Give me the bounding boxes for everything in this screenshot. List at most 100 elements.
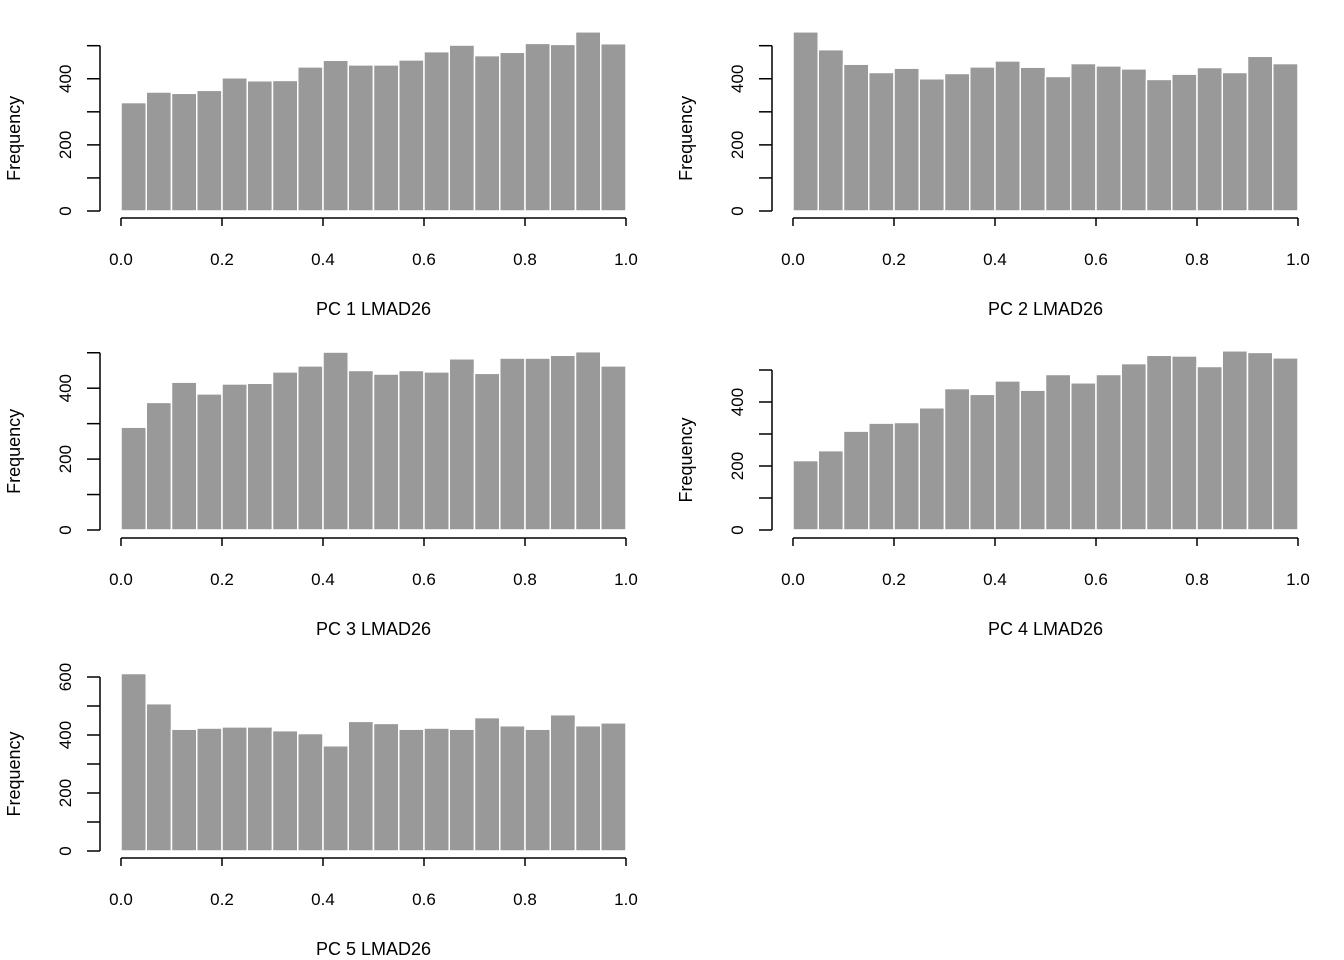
histogram-bar bbox=[842, 63, 870, 212]
histogram-bar bbox=[994, 60, 1021, 212]
x-tick-label: 1.0 bbox=[614, 250, 638, 269]
histogram-bar bbox=[448, 358, 476, 531]
histogram-bar bbox=[1272, 357, 1299, 531]
y-axis-title: Frequency bbox=[4, 731, 24, 816]
histogram-bar bbox=[792, 31, 819, 212]
y-tick-label: 0 bbox=[56, 206, 75, 215]
x-tick-label: 0.2 bbox=[210, 250, 234, 269]
histogram-bar bbox=[322, 59, 349, 212]
y-tick-label: 200 bbox=[728, 452, 747, 480]
histogram-bar bbox=[398, 369, 425, 531]
histogram-bar bbox=[322, 351, 349, 531]
histogram-bar bbox=[145, 91, 173, 212]
x-tick-label: 0.0 bbox=[781, 570, 805, 589]
histogram-bar bbox=[398, 59, 425, 212]
histogram-bar bbox=[868, 422, 895, 531]
histogram-bar bbox=[994, 380, 1021, 531]
histogram-bar bbox=[1145, 354, 1173, 531]
histogram-bar bbox=[1171, 73, 1198, 212]
histogram-bar bbox=[196, 89, 223, 212]
histogram-bar bbox=[246, 79, 274, 212]
histogram-bar bbox=[1272, 62, 1299, 212]
y-tick-label: 0 bbox=[728, 525, 747, 534]
histogram-bar bbox=[398, 728, 425, 852]
histogram-bar bbox=[969, 393, 996, 531]
histogram-bar bbox=[322, 744, 349, 852]
x-tick-label: 1.0 bbox=[1286, 250, 1310, 269]
histogram-bar bbox=[372, 722, 400, 852]
histogram-bar bbox=[120, 101, 147, 212]
histogram-bar bbox=[893, 421, 920, 531]
histogram-bar bbox=[574, 350, 602, 531]
histogram-bar bbox=[524, 728, 551, 852]
histogram-bar bbox=[893, 67, 920, 212]
y-tick-label: 400 bbox=[728, 388, 747, 416]
histogram-bar bbox=[918, 78, 946, 212]
histogram-bar bbox=[120, 426, 147, 531]
x-tick-label: 1.0 bbox=[614, 890, 638, 909]
histogram-bar bbox=[1019, 389, 1047, 531]
histogram-panel-1: 0.0 0.2 0.4 0.6 0.8 1.0 0 200 400 PC 1 LMAD26 Freq… bbox=[4, 31, 638, 319]
histogram-bar bbox=[271, 371, 299, 531]
x-tick-label: 0.8 bbox=[513, 890, 537, 909]
y-axis-title: Frequency bbox=[4, 409, 24, 494]
histogram-bar bbox=[372, 64, 400, 212]
histogram-bar bbox=[170, 728, 198, 852]
histogram-bar bbox=[842, 430, 870, 531]
y-tick-label: 200 bbox=[56, 131, 75, 159]
histogram-bar bbox=[246, 726, 274, 852]
x-tick-label: 0.6 bbox=[1084, 570, 1108, 589]
y-tick-label: 400 bbox=[56, 721, 75, 749]
histogram-bar bbox=[1221, 71, 1249, 212]
histogram-bar bbox=[448, 728, 476, 852]
y-tick-label: 0 bbox=[728, 206, 747, 215]
histogram-bar bbox=[1044, 75, 1072, 212]
histogram-bar bbox=[196, 393, 223, 531]
x-tick-label: 0.0 bbox=[109, 890, 133, 909]
histogram-bar bbox=[549, 713, 577, 852]
histogram-bar bbox=[297, 66, 324, 212]
histogram-bar bbox=[221, 77, 248, 212]
histogram-bar bbox=[549, 43, 577, 212]
histogram-bar bbox=[574, 31, 602, 212]
histogram-bar bbox=[246, 382, 274, 531]
histogram-panel-3: 0.0 0.2 0.4 0.6 0.8 1.0 0 200 400 PC 3 LMAD26 Freq… bbox=[4, 350, 638, 639]
histogram-bar bbox=[1196, 365, 1223, 531]
histogram-bar bbox=[196, 727, 223, 852]
histogram-bar bbox=[1246, 55, 1274, 212]
x-tick-label: 0.8 bbox=[513, 570, 537, 589]
x-tick-label: 0.2 bbox=[210, 890, 234, 909]
histogram-bar bbox=[1120, 68, 1148, 212]
x-tick-label: 0.6 bbox=[412, 890, 436, 909]
y-tick-label: 600 bbox=[56, 663, 75, 691]
y-tick-label: 200 bbox=[56, 779, 75, 807]
histogram-bar bbox=[499, 357, 526, 531]
histogram-bar bbox=[1095, 65, 1122, 212]
histogram-bar bbox=[145, 401, 173, 531]
x-tick-label: 0.8 bbox=[1185, 250, 1209, 269]
x-tick-label: 1.0 bbox=[614, 570, 638, 589]
x-tick-label: 0.8 bbox=[1185, 570, 1209, 589]
y-axis-title: Frequency bbox=[676, 417, 696, 502]
histogram-bar bbox=[297, 365, 324, 531]
x-axis-title: PC 2 LMAD26 bbox=[988, 299, 1103, 319]
histogram-bar bbox=[792, 459, 819, 531]
histogram-bar bbox=[1095, 373, 1122, 531]
histogram-bar bbox=[423, 371, 450, 531]
x-tick-label: 0.0 bbox=[781, 250, 805, 269]
histogram-bar bbox=[347, 369, 375, 531]
histogram-bar bbox=[918, 407, 946, 531]
x-tick-label: 0.2 bbox=[210, 570, 234, 589]
histogram-bar bbox=[1171, 355, 1198, 531]
histogram-bar bbox=[868, 71, 895, 212]
histogram-bar bbox=[524, 42, 551, 212]
histogram-bar bbox=[221, 383, 248, 531]
histogram-bar bbox=[423, 727, 450, 852]
x-tick-label: 0.4 bbox=[983, 250, 1007, 269]
histogram-bar bbox=[271, 79, 299, 212]
histogram-bar bbox=[170, 381, 198, 531]
histogram-bar bbox=[1246, 351, 1274, 531]
x-tick-label: 0.6 bbox=[1084, 250, 1108, 269]
histogram-bar bbox=[473, 372, 501, 531]
